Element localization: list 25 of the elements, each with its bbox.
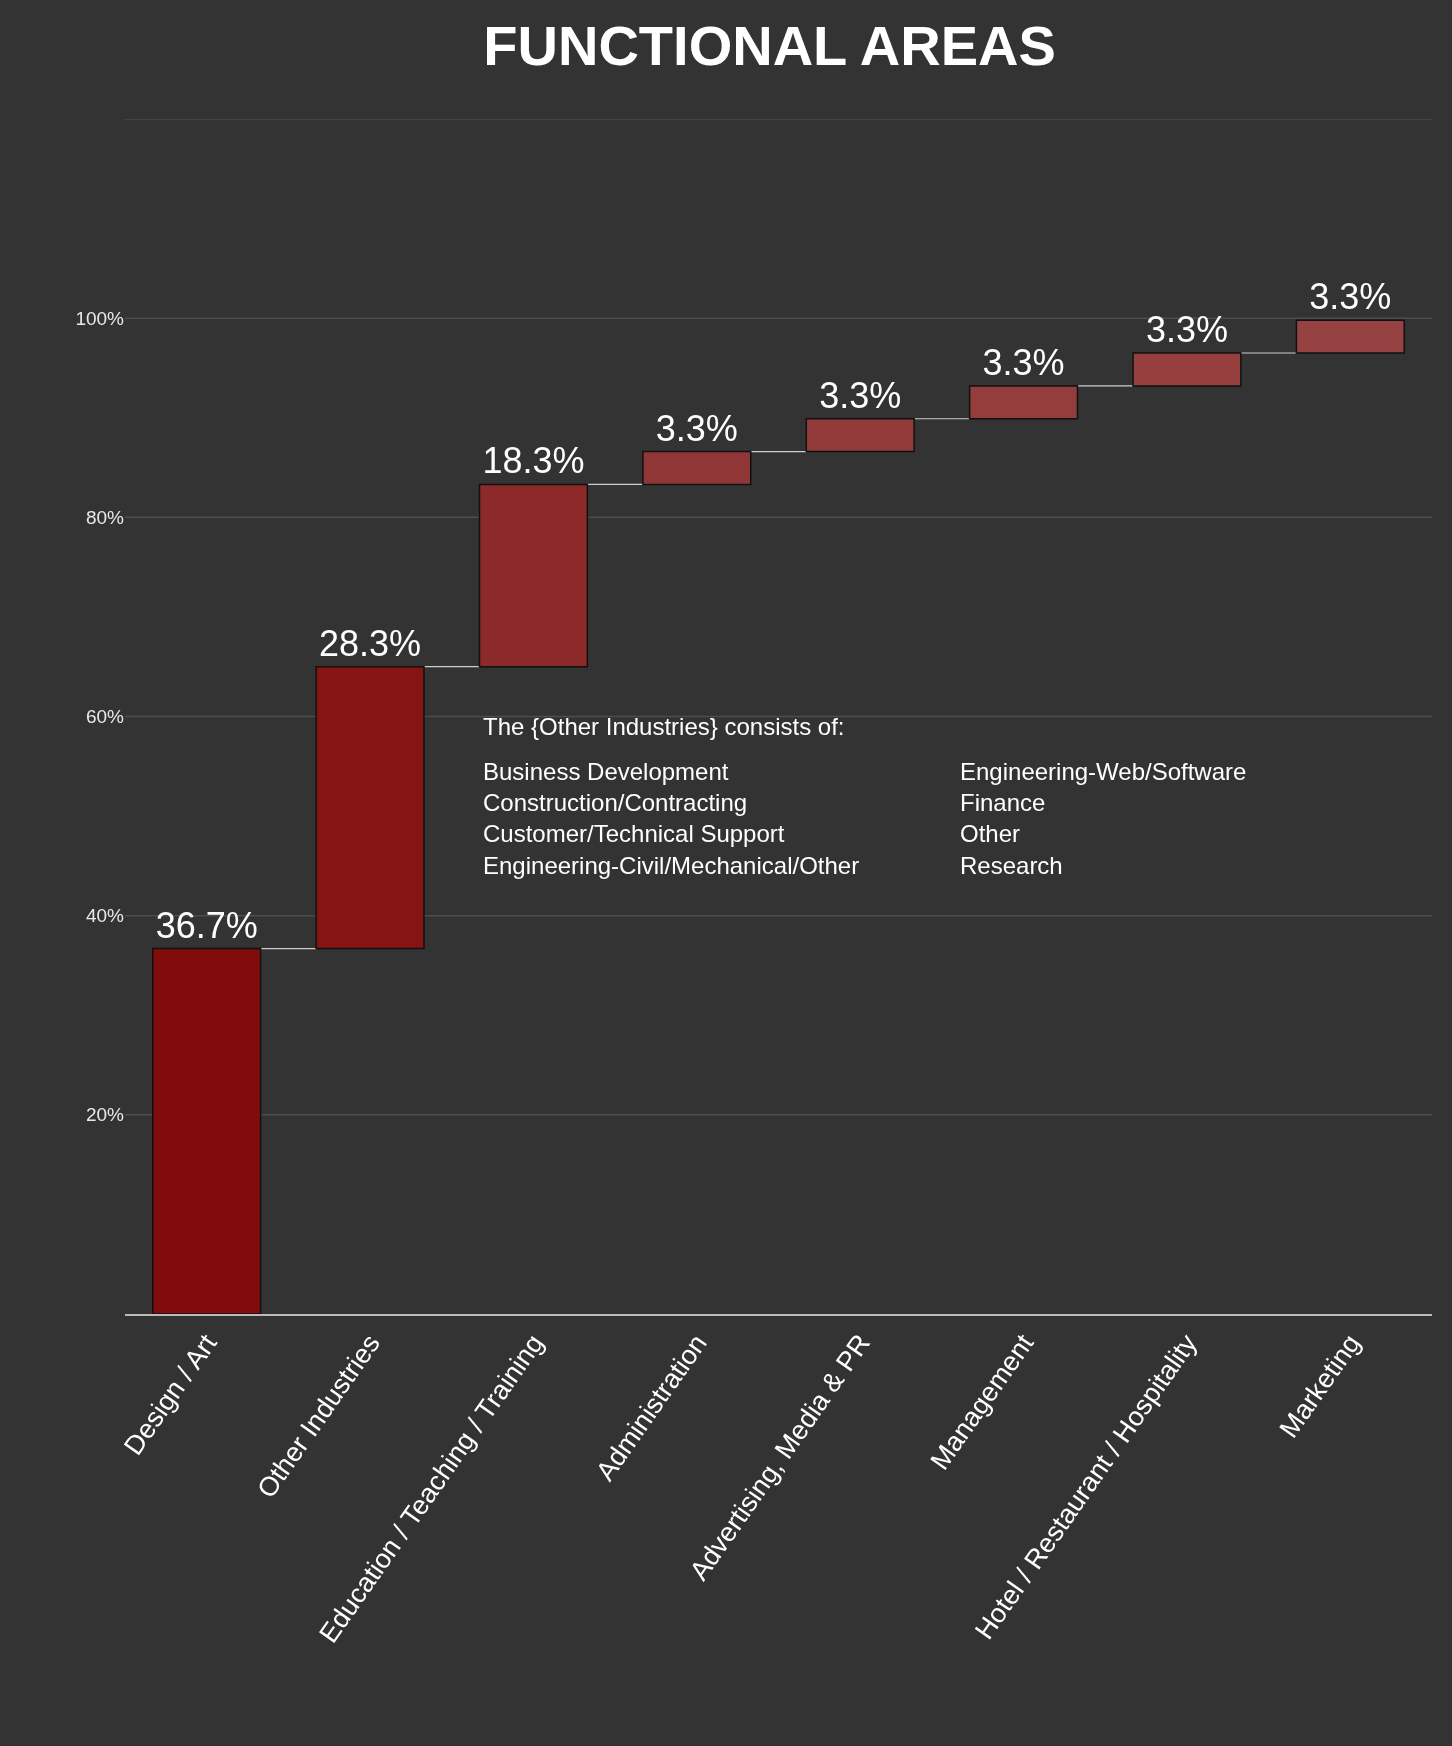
y-tick-label: 80% (85, 506, 125, 528)
chart-title: FUNCTIONAL AREAS (483, 14, 1056, 78)
y-tick-label: 40% (85, 905, 125, 927)
data-label: 3.3% (1309, 276, 1392, 318)
data-label: 18.3% (482, 440, 585, 482)
bar (1132, 352, 1242, 387)
y-tick-label: 60% (85, 706, 125, 728)
annotation: Engineering-Web/Software Finance Other Research (960, 758, 1247, 879)
y-tick-label: 100% (75, 307, 125, 329)
data-label: 3.3% (655, 407, 738, 449)
data-label: 28.3% (319, 622, 422, 664)
bar (152, 947, 262, 1314)
bar (1295, 319, 1405, 354)
y-tick-label: 20% (85, 1104, 125, 1126)
data-label: 3.3% (819, 374, 902, 416)
data-label: 3.3% (982, 341, 1065, 383)
data-label: 3.3% (1145, 309, 1228, 351)
data-label: 36.7% (155, 904, 258, 946)
bar (805, 418, 915, 453)
bar (478, 483, 589, 668)
annotation: Business Development Construction/Contracting Customer/Technical Support Engineering-Civil/Mechanical/Other (483, 758, 860, 879)
annotation: The {Other Industries} consists of: (483, 713, 845, 740)
bar (968, 385, 1079, 420)
bar (315, 665, 425, 950)
bar (642, 450, 752, 486)
